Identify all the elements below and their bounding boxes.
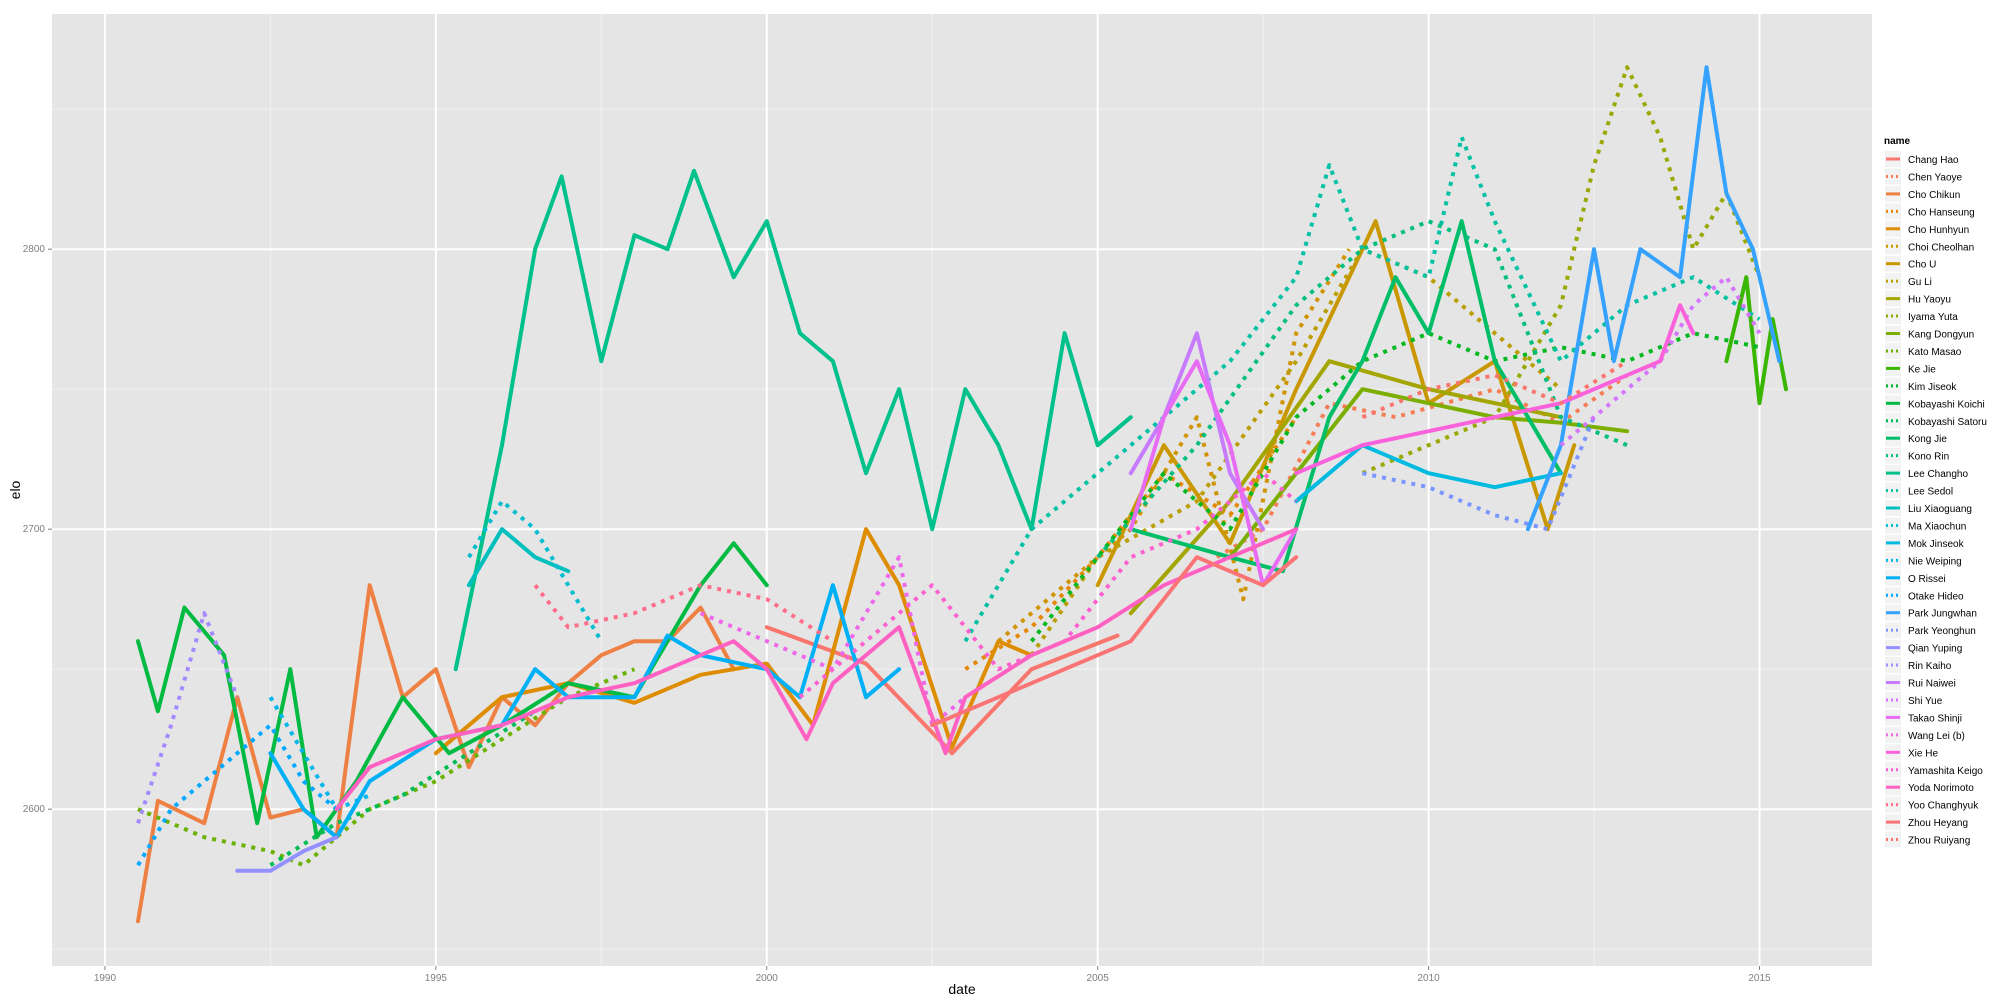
series-line-19 (963, 135, 1761, 643)
legend-label: Park Jungwhan (1908, 609, 1977, 620)
series-line-32 (1128, 359, 1299, 588)
legend-label: Xie He (1908, 748, 1938, 759)
legend-label: Lee Sedol (1908, 487, 1953, 498)
legend-label: Iyama Yuta (1908, 312, 1958, 323)
legend-items: Chang Hao Chen Yaoye Cho Chikun Cho Hanseun… (1885, 151, 1987, 848)
legend-title: name (1884, 136, 1911, 147)
minor-gridlines (52, 14, 1872, 966)
legend-label: O Rissei (1908, 574, 1946, 585)
series-line-36 (334, 527, 1299, 812)
series-line-14 (136, 541, 769, 840)
legend-label: Cho Hanseung (1908, 207, 1975, 218)
legend-label: Kato Masao (1908, 347, 1962, 358)
series-line-37 (533, 583, 834, 643)
series-line-24 (268, 583, 902, 840)
legend-label: Chang Hao (1908, 155, 1959, 166)
legend-label: Gu Li (1908, 277, 1932, 288)
legend-label: Chen Yaoye (1908, 172, 1963, 183)
legend-label: Park Yeonghun (1908, 626, 1976, 637)
series-line-25 (136, 723, 338, 867)
legend-label: Qian Yuping (1908, 644, 1962, 655)
legend-label: Kim Jiseok (1908, 382, 1957, 393)
legend-label: Mok Jinseok (1908, 539, 1965, 550)
legend: name Chang Hao Chen Yaoye Cho Chikun Cho Ha… (1884, 136, 1987, 848)
y-tick-label: 2800 (23, 244, 46, 255)
series-line-22 (1294, 443, 1563, 504)
legend-label: Kobayashi Koichi (1908, 399, 1985, 410)
legend-label: Rin Kaiho (1908, 661, 1952, 672)
legend-label: Zhou Heyang (1908, 818, 1968, 829)
y-axis-title: elo (7, 480, 23, 499)
series-line-23 (268, 696, 371, 812)
legend-label: Cho Chikun (1908, 190, 1960, 201)
series-line-11 (137, 667, 636, 868)
x-tick-label: 2015 (1748, 973, 1771, 984)
series-layer (136, 65, 1788, 924)
x-tick-label: 2005 (1087, 973, 1110, 984)
series-line-33 (699, 555, 967, 728)
legend-label: Nie Weiping (1908, 556, 1962, 567)
series-line-38 (930, 555, 1299, 728)
legend-label: Otake Hideo (1908, 591, 1964, 602)
legend-label: Yoda Norimoto (1908, 783, 1974, 794)
legend-label: Kobayashi Satoru (1908, 417, 1987, 428)
series-line-28 (235, 835, 339, 873)
legend-label: Kong Jie (1908, 434, 1947, 445)
legend-label: Ke Jie (1908, 364, 1936, 375)
series-line-26 (1525, 65, 1782, 532)
series-line-8 (1128, 359, 1563, 616)
series-line-17 (1096, 219, 1628, 559)
x-axis: 1990 1995 2000 2005 2010 2015 (94, 966, 1771, 984)
legend-label: Yoo Changhyuk (1908, 801, 1979, 812)
legend-label: Takao Shinji (1908, 713, 1962, 724)
legend-label: Liu Xiaoguang (1908, 504, 1972, 515)
x-tick-label: 2010 (1417, 973, 1440, 984)
y-axis: 2600 2700 2800 (23, 244, 52, 815)
legend-label: Lee Changho (1908, 469, 1968, 480)
legend-label: Zhou Ruiyang (1908, 836, 1970, 847)
legend-label: Shi Yue (1908, 696, 1943, 707)
legend-label: Kang Dongyun (1908, 330, 1974, 341)
legend-label: Wang Lei (b) (1908, 731, 1965, 742)
legend-label: Hu Yaoyu (1908, 295, 1951, 306)
legend-label: Choi Cheolhan (1908, 242, 1974, 253)
legend-label: Rui Naiwei (1908, 679, 1956, 690)
legend-label: Cho U (1908, 260, 1936, 271)
series-line-29 (136, 611, 240, 824)
series-line-18 (453, 168, 1133, 672)
legend-label: Kono Rin (1908, 452, 1949, 463)
series-line-5 (997, 248, 1351, 643)
x-tick-label: 1995 (425, 973, 448, 984)
y-tick-label: 2600 (23, 804, 46, 815)
legend-label: Ma Xiaochun (1908, 521, 1966, 532)
series-line-15 (269, 709, 537, 867)
y-tick-label: 2700 (23, 524, 46, 535)
series-line-12 (1724, 275, 1788, 406)
x-axis-title: date (948, 981, 975, 997)
x-tick-label: 1990 (94, 973, 117, 984)
legend-label: Yamashita Keigo (1908, 766, 1983, 777)
series-line-20 (466, 527, 571, 588)
x-tick-label: 2000 (756, 973, 779, 984)
series-line-13 (1029, 331, 1760, 643)
legend-label: Cho Hunhyun (1908, 225, 1969, 236)
series-line-21 (467, 499, 604, 643)
